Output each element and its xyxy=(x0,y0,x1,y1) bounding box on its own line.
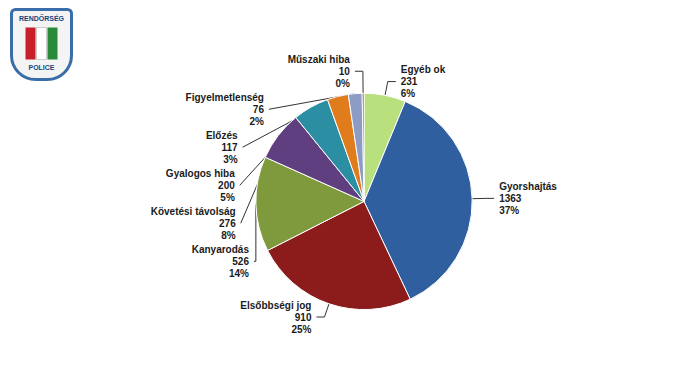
svg-text:6%: 6% xyxy=(401,88,416,99)
svg-text:1363: 1363 xyxy=(499,193,522,204)
svg-text:526: 526 xyxy=(232,256,249,267)
svg-text:76: 76 xyxy=(253,104,265,115)
svg-text:910: 910 xyxy=(295,312,312,323)
svg-text:Gyalogos hiba: Gyalogos hiba xyxy=(166,168,235,179)
svg-text:0%: 0% xyxy=(335,78,350,89)
svg-text:3%: 3% xyxy=(223,154,238,165)
svg-text:POLICE: POLICE xyxy=(28,64,54,71)
svg-text:37%: 37% xyxy=(499,205,519,216)
svg-text:Követési távolság: Követési távolság xyxy=(151,206,236,217)
svg-text:RENDŐRSÉG: RENDŐRSÉG xyxy=(19,14,65,22)
svg-text:Egyéb ok: Egyéb ok xyxy=(401,64,446,75)
svg-text:Figyelmetlenség: Figyelmetlenség xyxy=(186,92,264,103)
svg-text:Kanyarodás: Kanyarodás xyxy=(192,244,250,255)
svg-text:14%: 14% xyxy=(229,268,249,279)
svg-text:5%: 5% xyxy=(220,192,235,203)
svg-text:117: 117 xyxy=(221,142,238,153)
svg-text:25%: 25% xyxy=(291,324,311,335)
svg-text:Előzés: Előzés xyxy=(206,130,238,141)
svg-text:Műszaki hiba: Műszaki hiba xyxy=(288,54,351,65)
svg-text:200: 200 xyxy=(218,180,235,191)
svg-text:2%: 2% xyxy=(250,116,265,127)
svg-text:276: 276 xyxy=(219,218,236,229)
svg-text:8%: 8% xyxy=(221,230,236,241)
svg-text:10: 10 xyxy=(339,66,351,77)
svg-text:Elsőbbségi jog: Elsőbbségi jog xyxy=(240,300,311,311)
svg-text:Gyorshajtás: Gyorshajtás xyxy=(499,181,557,192)
svg-text:231: 231 xyxy=(401,76,418,87)
